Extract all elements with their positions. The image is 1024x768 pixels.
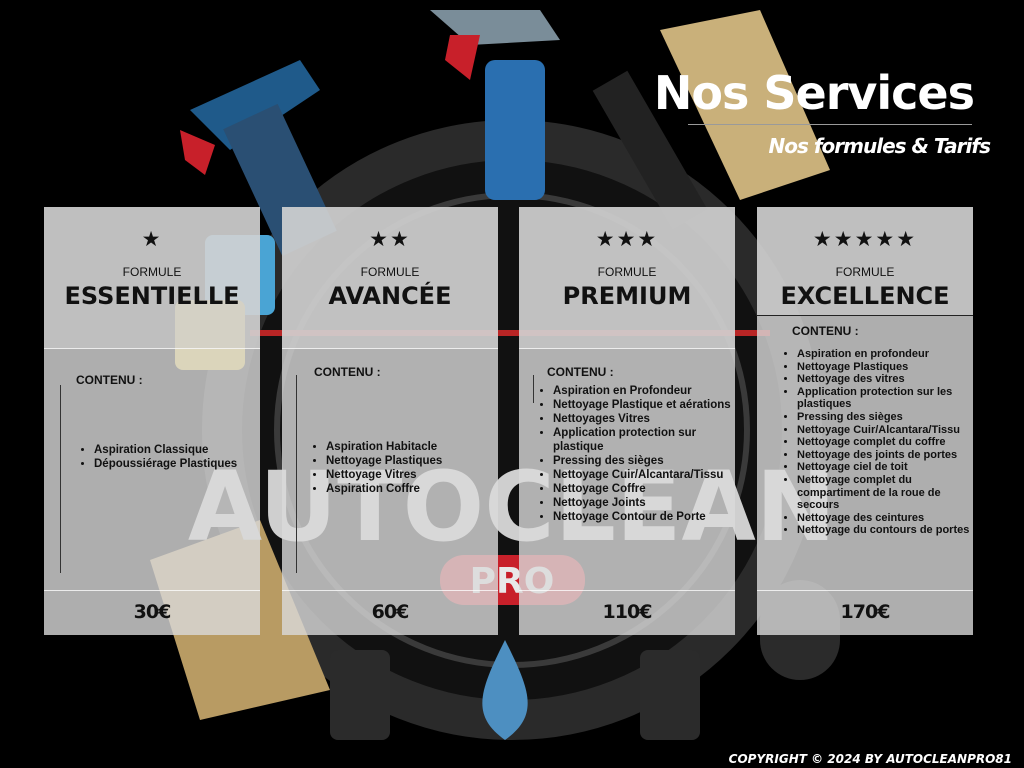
formule-label: FORMULE	[122, 265, 182, 279]
brush-icon	[592, 10, 830, 230]
rating-stars-icon: ★	[141, 228, 163, 251]
list-item: Nettoyage ciel de toit	[797, 461, 985, 474]
list-item: Nettoyage Coffre	[553, 482, 747, 496]
divider	[282, 590, 498, 591]
divider	[757, 590, 973, 591]
formule-label: FORMULE	[360, 265, 420, 279]
list-item: Nettoyage Plastiques	[326, 454, 508, 468]
card-header: ★ FORMULE ESSENTIELLE	[44, 207, 260, 349]
list-item: Nettoyage Plastiques	[797, 361, 985, 374]
list-item: Nettoyage des joints de portes	[797, 449, 985, 462]
list-item: Nettoyage Cuir/Alcantara/Tissu	[797, 424, 985, 437]
rating-stars-icon: ★★★	[595, 228, 659, 251]
list-item: Nettoyage Joints	[553, 496, 747, 510]
content-label: CONTENU :	[792, 324, 859, 338]
content-divider	[296, 375, 297, 573]
hose-nozzle-right-icon	[640, 650, 700, 740]
content-label: CONTENU :	[314, 365, 381, 379]
list-item: Nettoyage Vitres	[326, 468, 508, 482]
list-item: Nettoyage des vitres	[797, 373, 985, 386]
title-divider	[688, 124, 972, 125]
divider	[519, 590, 735, 591]
feature-list: Aspiration en Profondeur Nettoyage Plast…	[537, 384, 747, 524]
rating-stars-icon: ★★★★★	[812, 228, 918, 251]
card-header: ★★ FORMULE AVANCÉE	[282, 207, 498, 349]
feature-list: Aspiration Classique Dépoussiérage Plast…	[78, 443, 270, 471]
price: 170€	[840, 601, 891, 623]
content-label: CONTENU :	[547, 365, 614, 379]
list-item: Aspiration Habitacle	[326, 440, 508, 454]
list-item: Nettoyages Vitres	[553, 412, 747, 426]
card-header: ★★★ FORMULE PREMIUM	[519, 207, 735, 349]
pricing-card-avancee: ★★ FORMULE AVANCÉE CONTENU : Aspiration …	[282, 207, 498, 635]
list-item: Pressing des sièges	[797, 411, 985, 424]
formule-label: FORMULE	[835, 265, 895, 279]
list-item: Nettoyage Cuir/Alcantara/Tissu	[553, 468, 747, 482]
page-title: Nos Services	[653, 66, 975, 120]
card-title: EXCELLENCE	[780, 282, 950, 310]
content-label: CONTENU :	[76, 373, 143, 387]
content-divider	[60, 385, 61, 573]
card-title: PREMIUM	[562, 282, 692, 310]
list-item: Nettoyage Contour de Porte	[553, 510, 747, 524]
feature-list: Aspiration en profondeur Nettoyage Plast…	[781, 348, 985, 537]
price: 60€	[371, 601, 410, 623]
list-item: Nettoyage complet du coffre	[797, 436, 985, 449]
divider	[44, 348, 260, 349]
feature-list: Aspiration Habitacle Nettoyage Plastique…	[310, 440, 508, 496]
list-item: Nettoyage Plastique et aérations	[553, 398, 747, 412]
pricing-card-excellence: ★★★★★ FORMULE EXCELLENCE CONTENU : Aspir…	[757, 207, 973, 635]
pricing-card-essentielle: ★ FORMULE ESSENTIELLE CONTENU : Aspirati…	[44, 207, 260, 635]
list-item: Application protection sur plastique	[553, 426, 747, 454]
spray-bottle-top-icon	[430, 10, 560, 200]
list-item: Nettoyage complet du compartiment de la …	[797, 474, 985, 512]
divider	[44, 590, 260, 591]
list-item: Application protection sur les plastique…	[797, 386, 985, 411]
divider	[519, 348, 735, 349]
formule-label: FORMULE	[597, 265, 657, 279]
copyright-text: COPYRIGHT © 2024 BY AUTOCLEANPRO81	[728, 752, 1012, 766]
list-item: Pressing des sièges	[553, 454, 747, 468]
pricing-card-premium: ★★★ FORMULE PREMIUM CONTENU : Aspiration…	[519, 207, 735, 635]
water-drop-icon	[482, 640, 528, 740]
list-item: Aspiration Coffre	[326, 482, 508, 496]
card-title: ESSENTIELLE	[64, 282, 240, 310]
divider	[757, 315, 973, 316]
list-item: Dépoussiérage Plastiques	[94, 457, 270, 471]
divider	[282, 348, 498, 349]
list-item: Nettoyage du contours de portes	[797, 524, 985, 537]
price: 30€	[133, 601, 172, 623]
card-header: ★★★★★ FORMULE EXCELLENCE	[757, 207, 973, 315]
list-item: Aspiration en profondeur	[797, 348, 985, 361]
price: 110€	[602, 601, 653, 623]
list-item: Aspiration en Profondeur	[553, 384, 747, 398]
card-title: AVANCÉE	[328, 282, 452, 310]
hose-nozzle-left-icon	[330, 650, 390, 740]
content-divider	[533, 375, 534, 403]
list-item: Nettoyage des ceintures	[797, 512, 985, 525]
rating-stars-icon: ★★	[369, 228, 411, 251]
list-item: Aspiration Classique	[94, 443, 270, 457]
page-subtitle: Nos formules & Tarifs	[768, 134, 991, 158]
